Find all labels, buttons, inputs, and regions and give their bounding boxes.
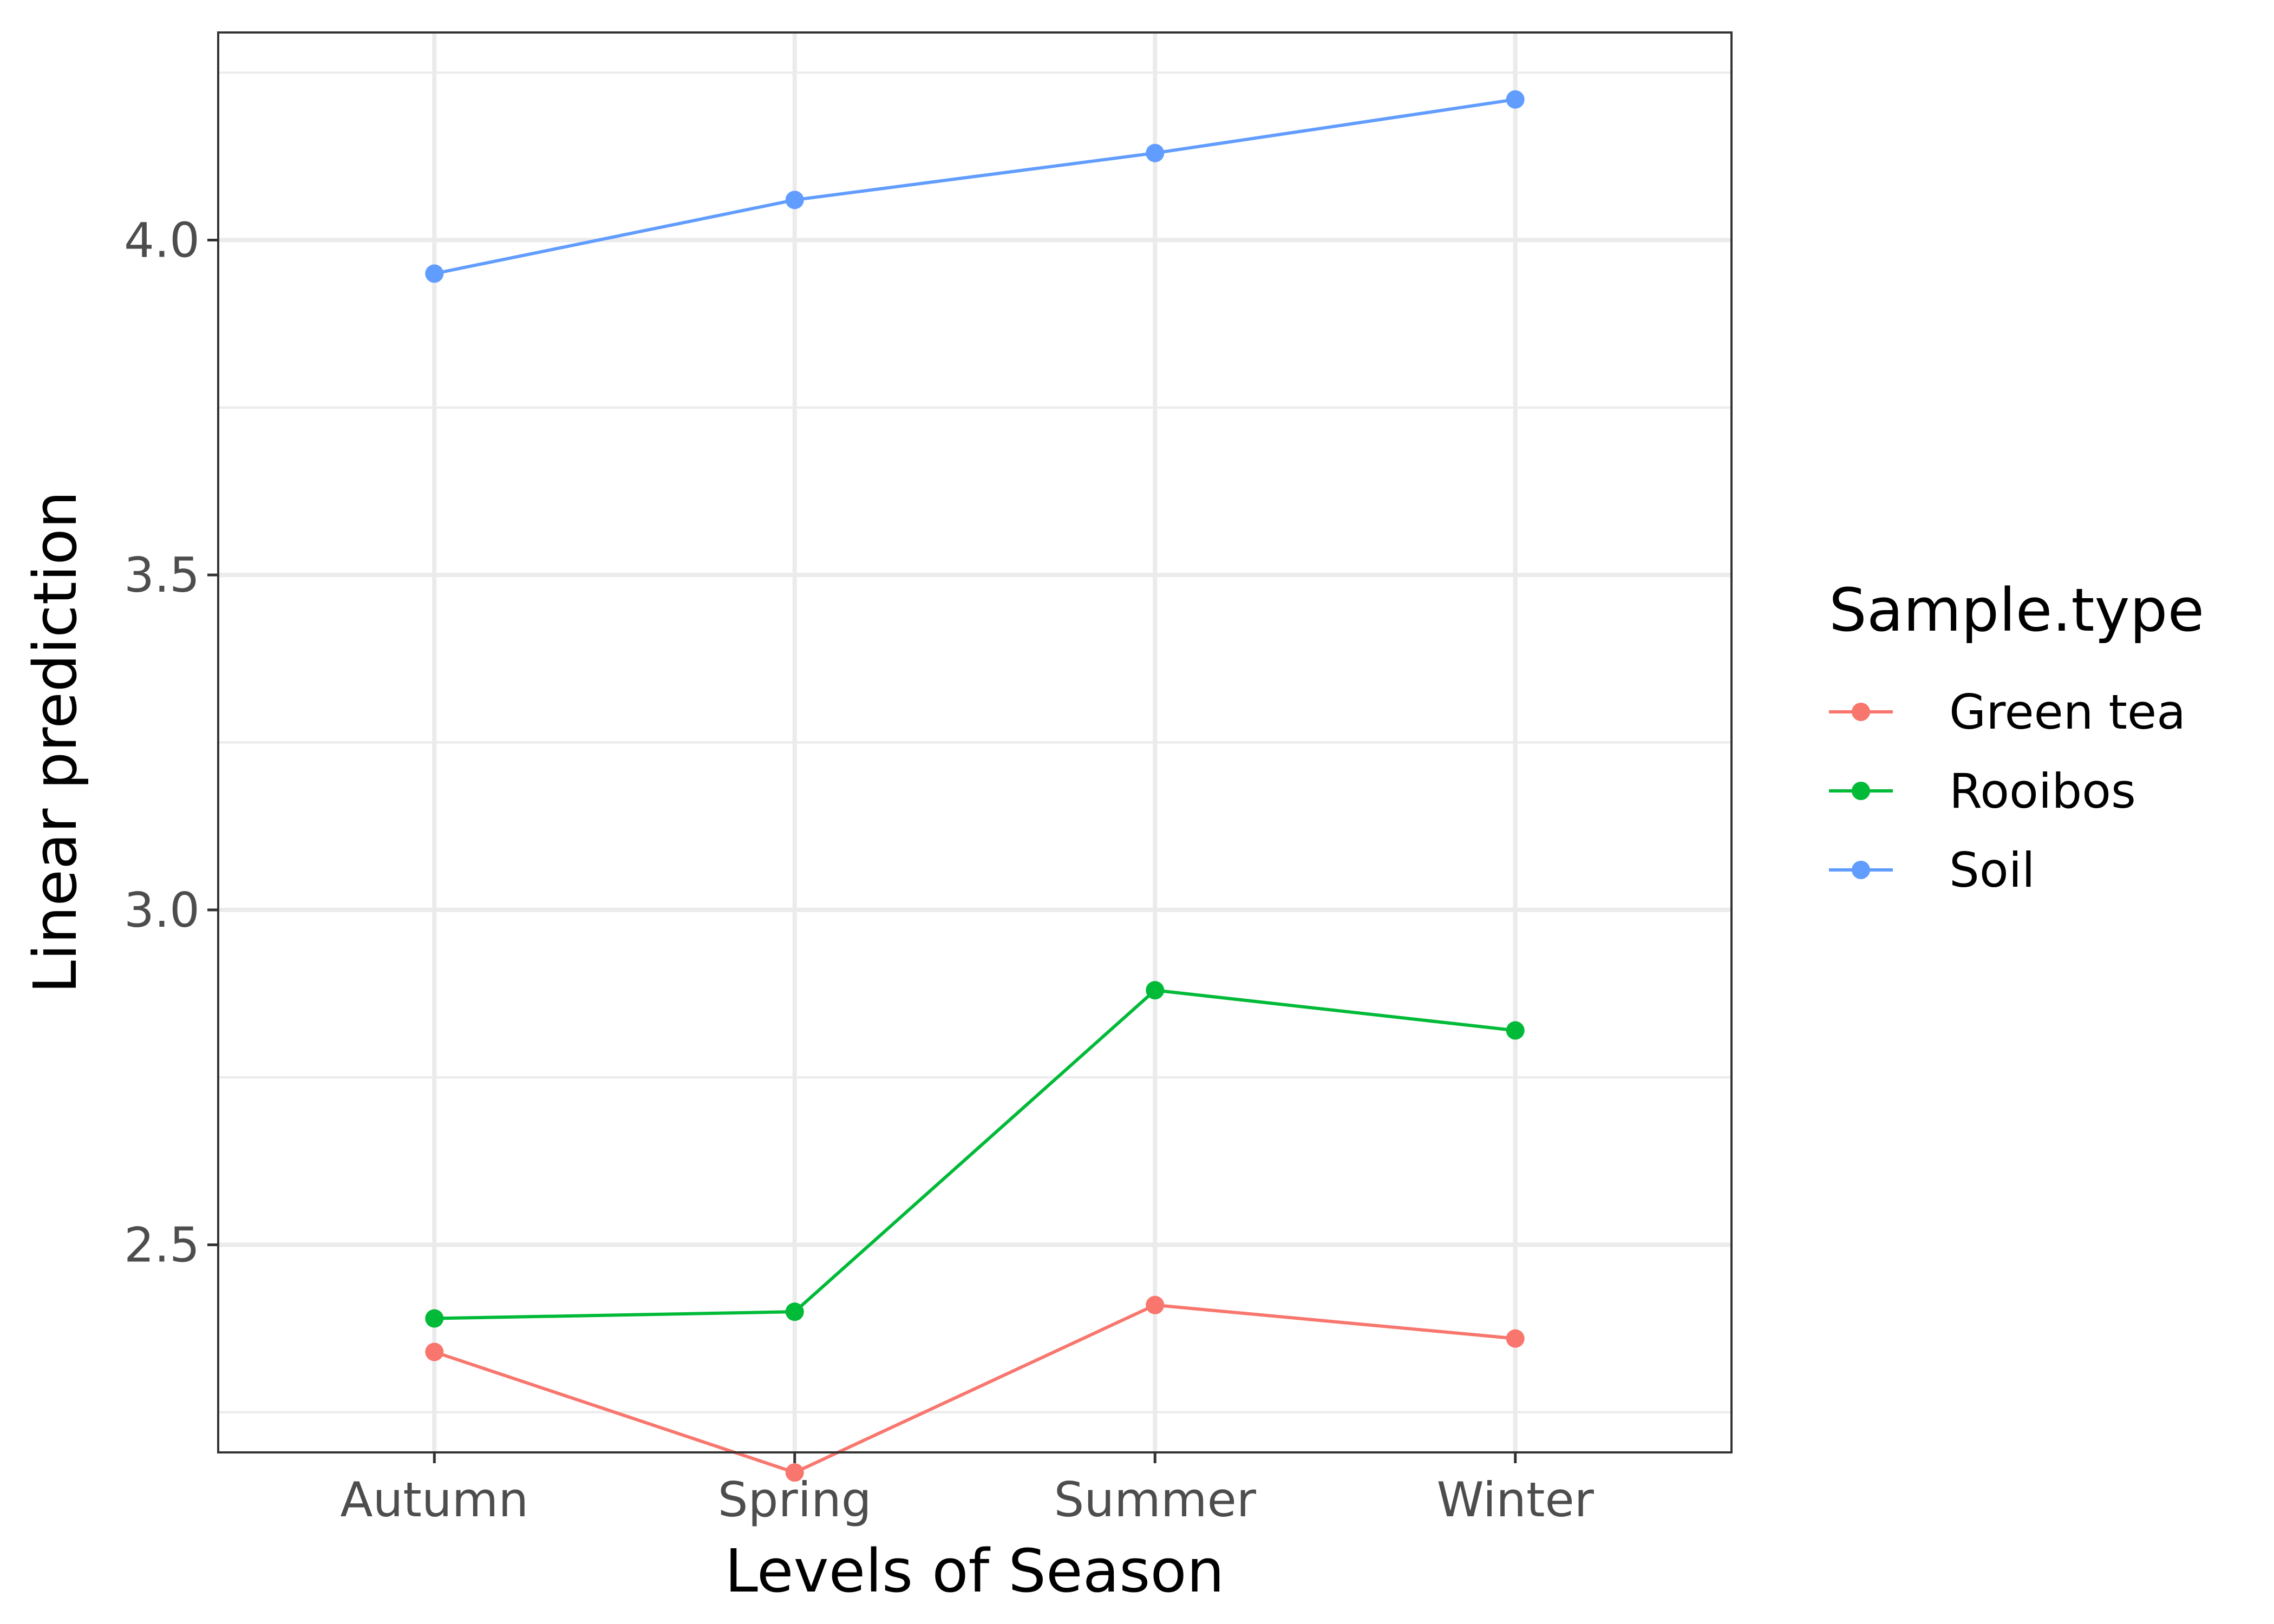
x-axis-title: Levels of Season [725, 1536, 1225, 1606]
data-point [785, 1302, 804, 1321]
series-rooibos [425, 981, 1525, 1328]
data-point [1506, 1021, 1525, 1040]
minor-gridlines [218, 71, 1731, 1413]
x-tick-label: Autumn [340, 1472, 528, 1528]
legend-key-point [1852, 703, 1870, 721]
data-point [1146, 981, 1165, 1000]
data-point [1146, 1295, 1165, 1314]
data-point [1506, 90, 1525, 109]
series-layer [425, 90, 1525, 1482]
y-axis-title: Linear prediction [21, 491, 90, 994]
data-point [1506, 1329, 1525, 1348]
y-tick-label: 2.5 [124, 1217, 200, 1273]
legend-title: Sample.type [1829, 575, 2204, 645]
legend-key-point [1852, 782, 1870, 800]
data-point [425, 1343, 444, 1361]
legend-label: Soil [1949, 842, 2035, 898]
series-green-tea [425, 1295, 1525, 1482]
series-line [434, 1303, 1515, 1475]
legend-item: Green tea [1829, 684, 2186, 740]
x-axis: Autumn Spring Summer Winter [340, 1452, 1595, 1528]
x-tick-label: Winter [1437, 1472, 1595, 1528]
legend-key-point [1852, 861, 1870, 879]
data-point [425, 1309, 444, 1328]
y-tick-label: 4.0 [124, 213, 200, 269]
plot-border [217, 31, 1733, 1453]
legend-label: Green tea [1949, 684, 2186, 740]
legend-item: Rooibos [1829, 763, 2136, 819]
legend: Sample.type Green tea Rooibos Soil [1829, 575, 2204, 898]
series-line [434, 97, 1516, 276]
legend-label: Rooibos [1949, 763, 2136, 819]
y-tick-label: 3.0 [124, 882, 200, 938]
y-tick-label: 3.5 [124, 547, 200, 603]
major-gridlines [218, 32, 1731, 1452]
x-tick-label: Summer [1054, 1472, 1257, 1528]
x-tick-label: Spring [718, 1472, 872, 1528]
data-point [425, 264, 444, 283]
series-soil [425, 90, 1525, 283]
data-point [1146, 143, 1165, 162]
y-axis: 2.5 3.0 3.5 4.0 [124, 213, 218, 1273]
legend-item: Soil [1829, 842, 2035, 898]
data-point [785, 1463, 804, 1482]
series-line [434, 988, 1516, 1320]
data-point [785, 191, 804, 209]
